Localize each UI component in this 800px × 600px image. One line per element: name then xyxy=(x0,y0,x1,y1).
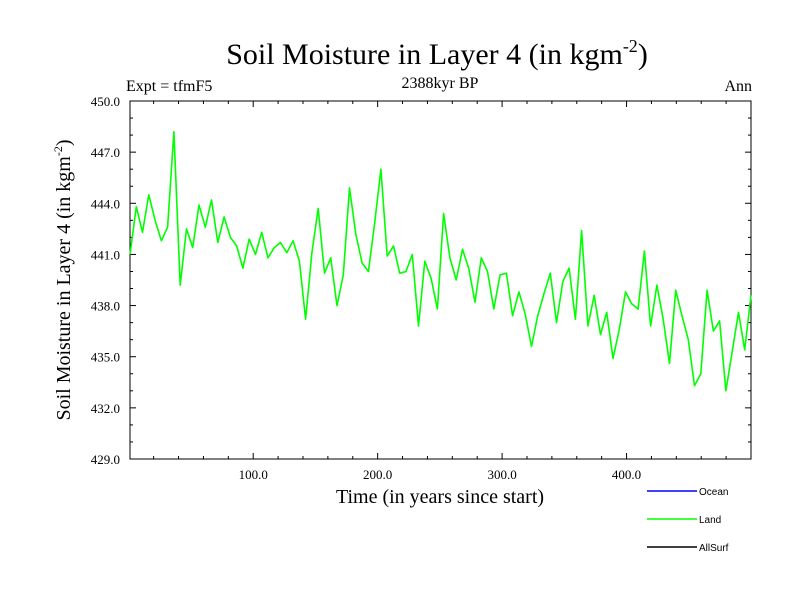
experiment-label: Expt = tfmF5 xyxy=(126,78,212,95)
x-tick-label: 200.0 xyxy=(363,467,392,482)
legend-label-land: Land xyxy=(699,515,721,526)
chart-title: Soil Moisture in Layer 4 (in kgm-2) xyxy=(226,36,648,71)
x-axis: 100.0 200.0 300.0 400.0 xyxy=(153,101,727,482)
legend: Ocean Land AllSurf xyxy=(647,487,729,554)
y-axis-label: Soil Moisture in Layer 4 (in kgm-2) xyxy=(51,139,75,420)
x-tick-label: 100.0 xyxy=(239,467,268,482)
y-tick-label: 447.0 xyxy=(91,145,120,160)
x-tick-label: 300.0 xyxy=(487,467,516,482)
y-tick-label: 432.0 xyxy=(91,401,120,416)
y-axis: 429.0 432.0 435.0 438.0 441.0 444.0 447.0 450.0 xyxy=(91,94,751,467)
y-tick-label: 444.0 xyxy=(91,196,120,211)
y-tick-label: 435.0 xyxy=(91,350,120,365)
plot-frame xyxy=(129,100,752,460)
y-tick-label: 441.0 xyxy=(91,247,120,262)
period-label: 2388kyr BP xyxy=(402,75,479,92)
y-tick-label: 429.0 xyxy=(91,452,120,467)
x-axis-label: Time (in years since start) xyxy=(336,486,544,508)
y-tick-label: 438.0 xyxy=(91,299,120,314)
legend-label-allsurf: AllSurf xyxy=(699,543,729,554)
x-tick-label: 400.0 xyxy=(612,467,641,482)
land-series-line xyxy=(129,130,752,392)
y-tick-label: 450.0 xyxy=(91,94,120,109)
legend-label-ocean: Ocean xyxy=(699,487,728,498)
season-label: Ann xyxy=(724,78,752,95)
